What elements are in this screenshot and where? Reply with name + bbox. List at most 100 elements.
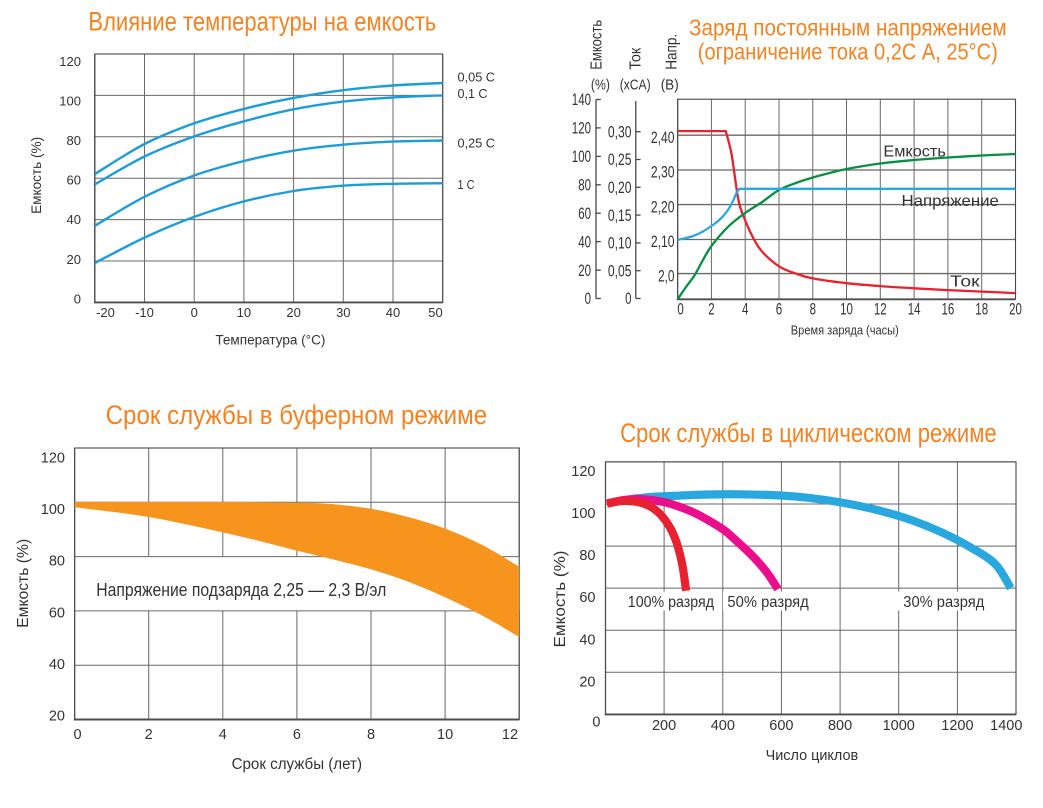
svg-text:-10: -10 [135, 305, 154, 320]
svg-text:Емкость: Емкость [589, 20, 606, 70]
svg-text:Время заряда (часы): Время заряда (часы) [791, 323, 899, 338]
svg-text:-20: -20 [96, 305, 115, 320]
svg-text:20: 20 [49, 709, 65, 725]
svg-text:0,20: 0,20 [608, 179, 632, 197]
svg-text:10: 10 [840, 301, 853, 319]
svg-text:2,0: 2,0 [658, 268, 674, 286]
svg-text:0: 0 [191, 305, 198, 320]
svg-text:0,05 C: 0,05 C [458, 70, 496, 85]
svg-text:2: 2 [145, 727, 153, 743]
svg-text:120: 120 [41, 450, 65, 466]
svg-text:1000: 1000 [883, 718, 915, 734]
svg-text:40: 40 [386, 305, 400, 320]
svg-text:80: 80 [579, 548, 595, 564]
svg-text:120: 120 [571, 464, 595, 480]
svg-text:60: 60 [67, 173, 81, 188]
svg-text:Напр.: Напр. [663, 34, 680, 70]
svg-text:60: 60 [579, 590, 595, 606]
svg-text:(В): (В) [661, 77, 679, 94]
svg-text:140: 140 [572, 91, 591, 109]
svg-text:100: 100 [41, 502, 65, 518]
svg-text:120: 120 [572, 120, 591, 138]
svg-text:200: 200 [652, 718, 676, 734]
svg-text:0: 0 [677, 301, 683, 319]
svg-text:20: 20 [1009, 301, 1022, 319]
svg-text:80: 80 [49, 554, 65, 570]
svg-text:0: 0 [592, 715, 600, 731]
svg-text:Емкость (%): Емкость (%) [552, 551, 569, 648]
svg-text:Срок службы в буферном режиме: Срок службы в буферном режиме [106, 400, 488, 430]
svg-text:18: 18 [975, 301, 988, 319]
svg-text:0,30: 0,30 [608, 123, 632, 141]
svg-text:100% разряд: 100% разряд [628, 594, 714, 611]
svg-text:Срок службы в циклическом режи: Срок службы в циклическом режиме [620, 418, 997, 448]
svg-text:4: 4 [742, 301, 748, 319]
svg-text:Емкость (%): Емкость (%) [15, 539, 32, 628]
svg-text:Напряжение подзаряда 2,25 — 2,: Напряжение подзаряда 2,25 — 2,3 В/эл [96, 580, 386, 600]
svg-text:Заряд постоянным напряжением: Заряд постоянным напряжением [689, 15, 1007, 41]
svg-text:4: 4 [219, 727, 227, 743]
svg-text:2,10: 2,10 [651, 233, 675, 251]
svg-text:8: 8 [367, 727, 375, 743]
svg-text:120: 120 [59, 54, 81, 69]
svg-text:Напряжение: Напряжение [902, 193, 999, 210]
svg-text:40: 40 [578, 233, 591, 251]
svg-text:2,30: 2,30 [651, 164, 675, 182]
svg-text:100: 100 [571, 506, 595, 522]
svg-text:0: 0 [625, 290, 631, 308]
svg-text:20: 20 [579, 674, 595, 690]
svg-text:100: 100 [59, 93, 81, 108]
svg-text:6: 6 [776, 301, 782, 319]
svg-text:40: 40 [579, 632, 595, 648]
svg-text:600: 600 [769, 718, 793, 734]
svg-text:Емкость (%): Емкость (%) [28, 137, 44, 214]
svg-text:0,15: 0,15 [608, 207, 632, 225]
svg-text:0,1 C: 0,1 C [458, 86, 488, 101]
svg-text:20: 20 [286, 305, 300, 320]
svg-text:50% разряд: 50% разряд [727, 594, 808, 611]
svg-text:0,10: 0,10 [608, 235, 632, 253]
svg-text:60: 60 [578, 205, 591, 223]
svg-text:40: 40 [49, 657, 65, 673]
svg-text:Ток: Ток [950, 273, 981, 290]
svg-text:60: 60 [49, 605, 65, 621]
svg-text:80: 80 [578, 177, 591, 195]
svg-text:0: 0 [73, 727, 81, 743]
svg-text:(%): (%) [591, 77, 610, 94]
svg-text:0: 0 [74, 291, 81, 306]
svg-text:14: 14 [908, 301, 921, 319]
svg-text:50: 50 [428, 305, 442, 320]
svg-text:2,40: 2,40 [651, 129, 675, 147]
svg-text:30% разряд: 30% разряд [903, 594, 984, 611]
svg-text:800: 800 [828, 718, 852, 734]
svg-text:400: 400 [711, 718, 735, 734]
svg-text:12: 12 [502, 727, 518, 743]
svg-text:20: 20 [578, 262, 591, 280]
svg-text:100: 100 [572, 148, 591, 166]
svg-text:Срок службы (лет): Срок службы (лет) [232, 756, 362, 773]
svg-text:Влияние температуры на емкость: Влияние температуры на емкость [88, 6, 436, 36]
svg-text:(xCA): (xCA) [620, 77, 651, 94]
svg-text:Ток: Ток [627, 48, 644, 70]
svg-text:16: 16 [942, 301, 955, 319]
svg-text:8: 8 [810, 301, 816, 319]
svg-text:30: 30 [336, 305, 350, 320]
svg-text:1200: 1200 [941, 718, 973, 734]
svg-text:0: 0 [585, 290, 591, 308]
svg-text:Число циклов: Число циклов [766, 747, 859, 764]
svg-text:0,25 C: 0,25 C [458, 136, 496, 151]
svg-text:6: 6 [293, 727, 301, 743]
svg-text:20: 20 [67, 252, 81, 267]
svg-text:(ограничение тока 0,2C А, 25°C: (ограничение тока 0,2C А, 25°C) [698, 39, 998, 65]
svg-text:Емкость: Емкость [883, 144, 945, 161]
svg-text:1 C: 1 C [458, 177, 475, 192]
svg-text:1400: 1400 [990, 718, 1022, 734]
svg-text:10: 10 [437, 727, 453, 743]
svg-text:10: 10 [237, 305, 251, 320]
svg-text:2: 2 [708, 301, 714, 319]
svg-text:0,05: 0,05 [608, 262, 632, 280]
svg-text:Температура (°C): Температура (°C) [215, 333, 325, 348]
svg-text:2,20: 2,20 [651, 198, 675, 216]
svg-text:0,25: 0,25 [608, 151, 632, 169]
svg-text:12: 12 [874, 301, 887, 319]
